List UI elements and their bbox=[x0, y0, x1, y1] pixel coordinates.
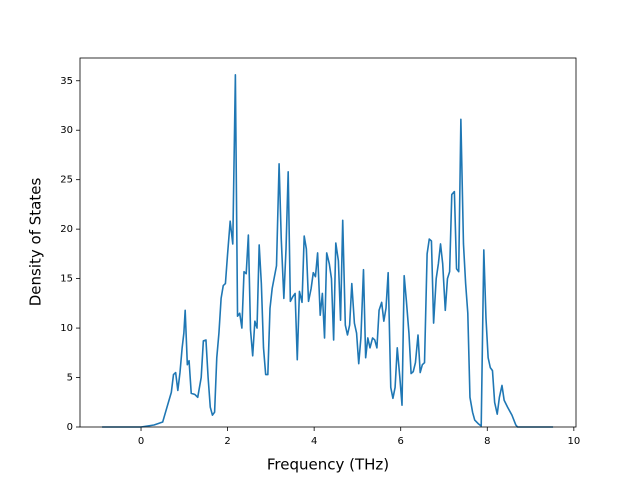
x-axis-label: Frequency (THz) bbox=[267, 456, 389, 474]
y-tick-label: 5 bbox=[67, 373, 73, 384]
plot-frame bbox=[79, 57, 577, 428]
y-tick-label: 10 bbox=[60, 323, 73, 334]
y-axis-label: Density of States bbox=[27, 178, 45, 307]
x-tick-label: 4 bbox=[311, 436, 317, 447]
y-tick-label: 20 bbox=[60, 224, 73, 235]
x-tick-label: 8 bbox=[484, 436, 490, 447]
dos-line bbox=[102, 74, 554, 428]
x-tick-label: 6 bbox=[398, 436, 404, 447]
x-tick-label: 10 bbox=[567, 436, 580, 447]
y-tick-label: 35 bbox=[60, 76, 73, 87]
x-tick-label: 0 bbox=[138, 436, 144, 447]
y-tick-label: 30 bbox=[60, 125, 73, 136]
x-tick-label: 2 bbox=[224, 436, 230, 447]
y-tick-label: 0 bbox=[67, 422, 73, 433]
y-tick-label: 25 bbox=[60, 175, 73, 186]
y-tick-label: 15 bbox=[60, 274, 73, 285]
